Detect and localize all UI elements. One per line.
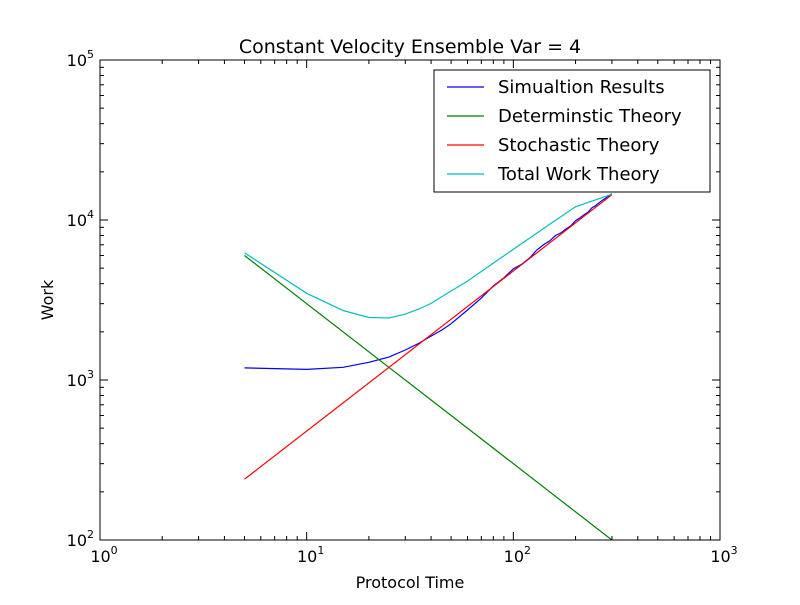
y-axis-label: Work bbox=[38, 279, 57, 320]
legend-entry-label: Simualtion Results bbox=[498, 77, 665, 98]
series-line-1 bbox=[244, 193, 613, 371]
series-lines bbox=[244, 193, 613, 540]
y-tick-label: 102 bbox=[67, 528, 94, 550]
chart-title: Constant Velocity Ensemble Var = 4 bbox=[239, 36, 581, 58]
series-line-4 bbox=[244, 193, 613, 319]
x-tick-label: 100 bbox=[90, 544, 117, 566]
series-line-3 bbox=[244, 194, 613, 480]
y-tick-label: 104 bbox=[67, 208, 94, 230]
y-tick-label: 105 bbox=[67, 48, 94, 70]
legend-entry-label: Stochastic Theory bbox=[498, 135, 660, 156]
x-tick-label: 103 bbox=[710, 544, 737, 566]
x-axis-label: Protocol Time bbox=[356, 573, 465, 592]
plot-area bbox=[244, 193, 613, 540]
legend-box bbox=[433, 69, 711, 193]
legend-entry-label: Total Work Theory bbox=[497, 164, 660, 185]
y-tick-label: 103 bbox=[67, 368, 94, 390]
series-line-2 bbox=[244, 255, 613, 540]
x-tick-label: 101 bbox=[297, 544, 324, 566]
axis-ticks: 100 101 102 103 102 103 104 105 bbox=[67, 48, 738, 566]
axes-frame bbox=[99, 59, 721, 541]
legend: Simualtion Results Determinstic Theory Sto… bbox=[433, 69, 711, 193]
legend-entry-label: Determinstic Theory bbox=[498, 106, 682, 127]
x-tick-label: 102 bbox=[504, 544, 531, 566]
